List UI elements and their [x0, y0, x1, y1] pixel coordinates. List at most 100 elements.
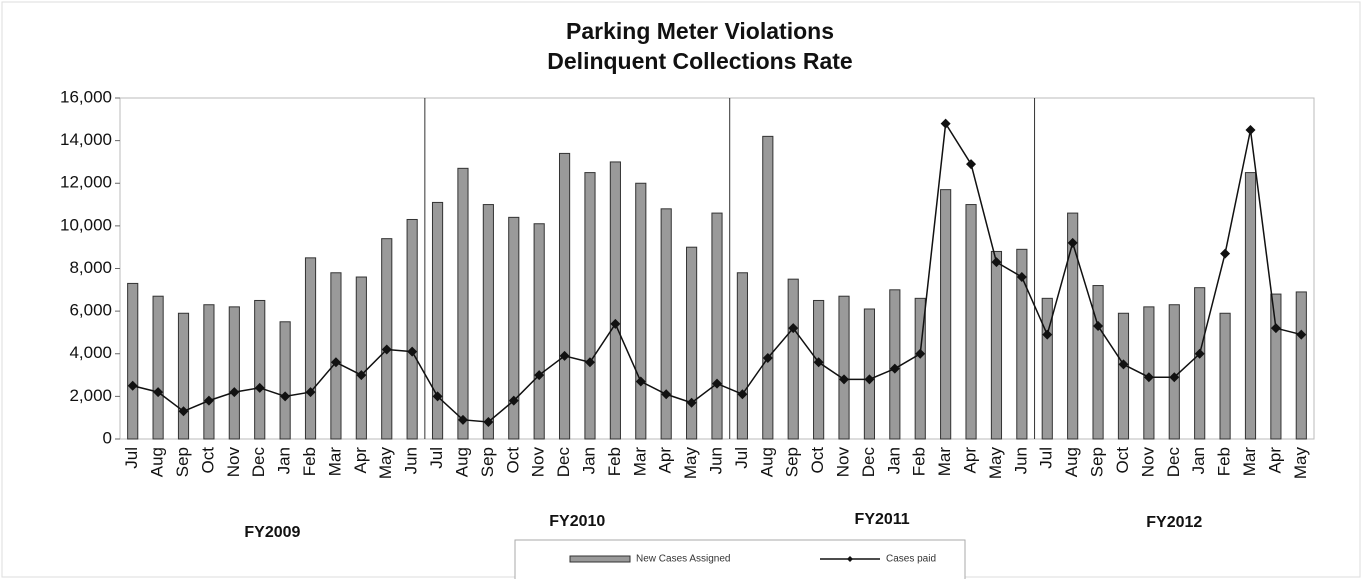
x-tick-label: Jun — [1011, 447, 1030, 474]
x-tick-label: Jan — [275, 447, 294, 474]
x-tick-label: Oct — [503, 447, 522, 474]
x-tick-label: Nov — [834, 447, 853, 478]
x-tick-label: Dec — [859, 447, 878, 478]
marker — [229, 387, 240, 398]
marker — [1194, 348, 1205, 359]
bar — [355, 276, 367, 440]
x-tick-label: Mar — [325, 447, 344, 477]
y-tick-label: 10,000 — [60, 215, 112, 234]
bar — [1244, 172, 1257, 440]
bar — [635, 182, 647, 440]
bar — [1092, 285, 1104, 440]
marker — [407, 346, 418, 357]
x-tick-label: Jul — [427, 447, 446, 469]
group-label: FY2010 — [549, 513, 605, 530]
bar — [1168, 304, 1180, 440]
marker — [610, 318, 621, 329]
y-tick-label: 12,000 — [60, 173, 112, 192]
bar — [381, 238, 393, 440]
marker — [1016, 272, 1027, 283]
x-tick-label: Aug — [1062, 447, 1081, 477]
bar — [863, 308, 876, 440]
marker — [864, 374, 875, 385]
x-tick-label: May — [376, 447, 395, 480]
marker — [1220, 248, 1231, 259]
marker — [1118, 359, 1129, 370]
bar — [1016, 248, 1028, 440]
bar — [330, 272, 342, 440]
x-tick-label: May — [681, 447, 700, 480]
marker — [940, 118, 951, 129]
marker — [457, 414, 468, 425]
x-tick-label: Jun — [706, 447, 725, 474]
marker — [534, 370, 545, 381]
x-tick-label: Apr — [351, 447, 370, 474]
marker — [762, 353, 773, 364]
marker — [1067, 237, 1078, 248]
x-tick-label: Nov — [1138, 447, 1157, 478]
marker — [889, 363, 900, 374]
marker — [966, 159, 977, 170]
bar — [1067, 212, 1079, 440]
group-label: FY2011 — [855, 511, 910, 528]
bar — [609, 161, 621, 440]
marker — [788, 323, 799, 334]
x-tick-label: Jul — [122, 447, 141, 469]
marker — [432, 391, 443, 402]
marker — [712, 378, 722, 389]
marker — [127, 380, 138, 391]
marker — [686, 397, 697, 408]
marker — [991, 257, 1002, 268]
bar — [584, 172, 596, 440]
bar — [406, 218, 418, 440]
x-tick-label: May — [1291, 447, 1310, 480]
marker — [635, 376, 646, 387]
bar — [431, 201, 444, 440]
marker — [584, 357, 595, 368]
x-tick-label: Apr — [1265, 447, 1284, 474]
legend-swatch — [569, 555, 631, 563]
bar — [1219, 312, 1231, 440]
x-tick-label: Apr — [961, 447, 980, 474]
x-tick-label: Aug — [148, 447, 167, 477]
x-tick-label: Dec — [1164, 447, 1183, 478]
marker — [1296, 329, 1307, 340]
bar — [177, 312, 190, 440]
marker — [381, 344, 392, 355]
bar — [558, 152, 571, 440]
x-tick-label: Feb — [910, 447, 929, 476]
bar — [660, 208, 672, 440]
x-tick-label: May — [986, 447, 1005, 480]
marker — [839, 374, 850, 385]
bar — [482, 204, 494, 440]
bar — [736, 272, 748, 440]
marker — [661, 389, 672, 400]
bar — [813, 299, 825, 440]
marker — [483, 416, 494, 427]
x-tick-label: Sep — [783, 447, 802, 477]
marker — [737, 389, 748, 400]
marker — [1245, 124, 1256, 135]
bar — [228, 306, 240, 440]
marker — [203, 395, 214, 406]
y-tick-label: 8,000 — [69, 258, 112, 277]
bar — [1041, 297, 1053, 440]
x-tick-label: Sep — [173, 447, 192, 477]
bar — [1295, 291, 1307, 440]
bar — [152, 295, 164, 440]
y-tick-label: 6,000 — [69, 301, 112, 320]
x-tick-label: Jan — [884, 447, 903, 474]
bar — [914, 297, 926, 440]
bar — [279, 321, 291, 440]
x-tick-label: Nov — [529, 447, 548, 478]
chart-title: Parking Meter Violations — [566, 18, 834, 44]
marker — [178, 406, 189, 417]
marker — [1169, 372, 1180, 383]
x-tick-label: Sep — [1088, 447, 1107, 477]
x-tick-label: Oct — [808, 447, 827, 474]
marker — [813, 357, 824, 368]
x-tick-label: Dec — [249, 447, 268, 478]
marker — [1042, 329, 1053, 340]
